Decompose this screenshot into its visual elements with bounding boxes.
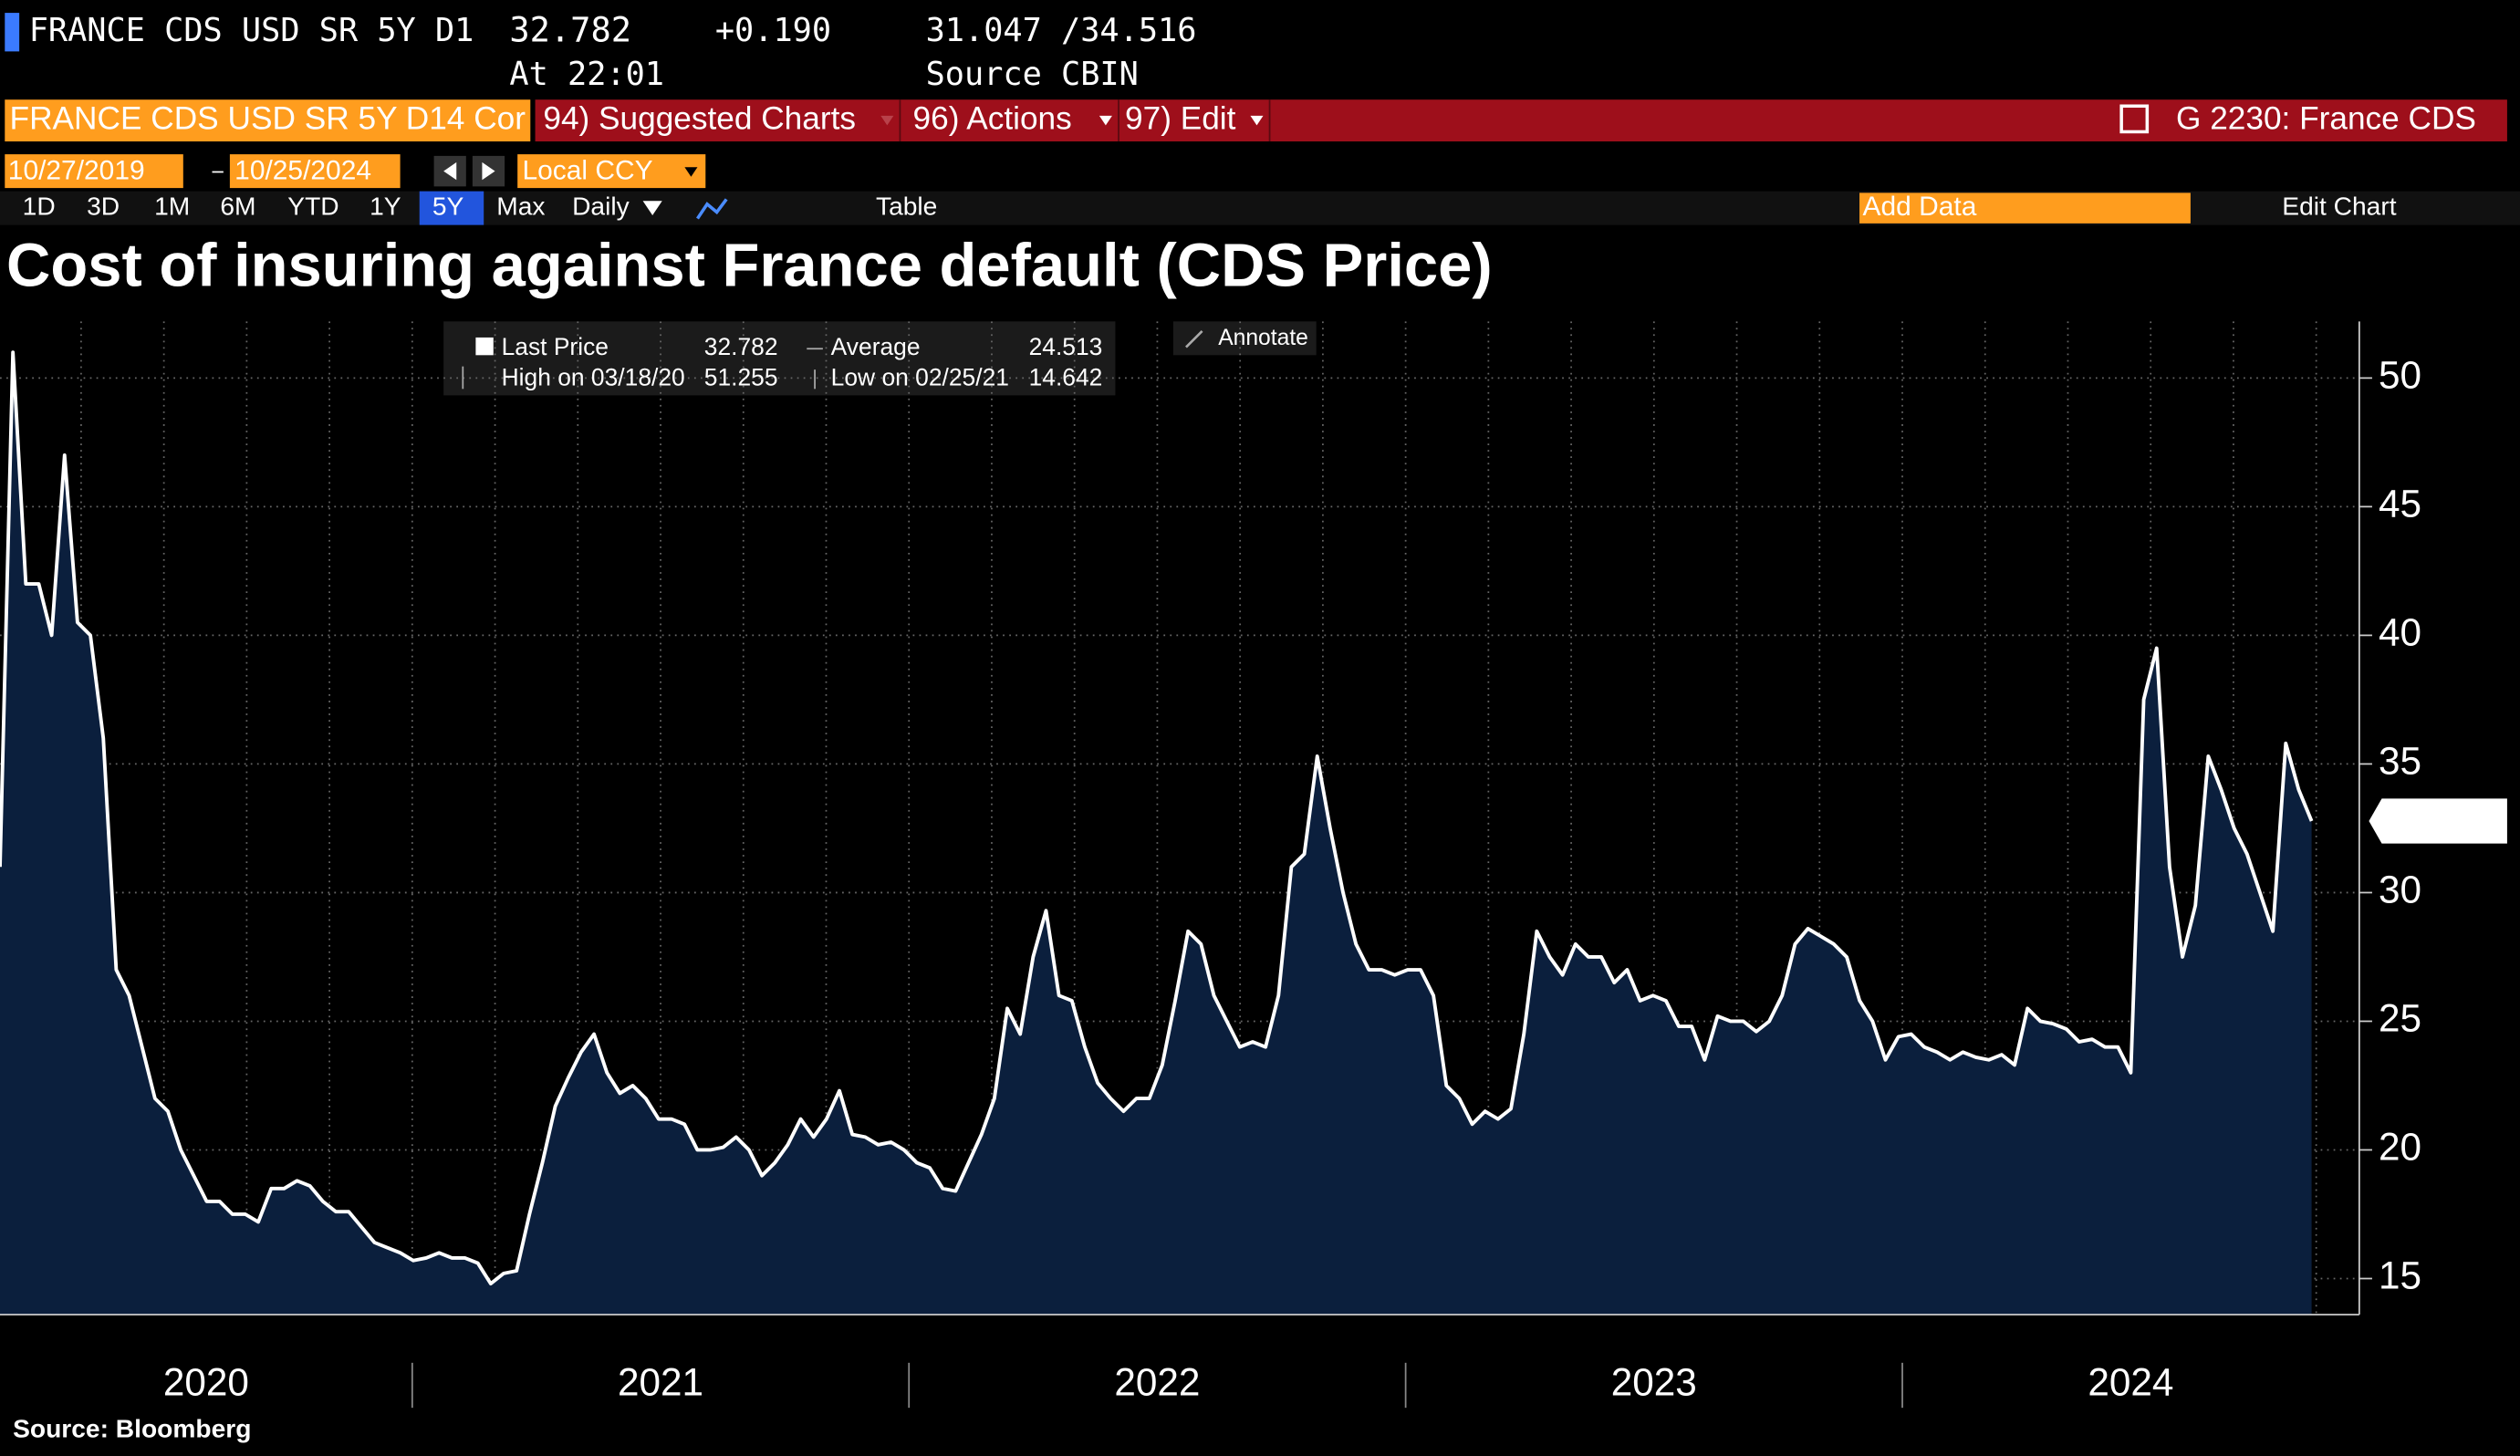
legend-value: 51.255 [704, 364, 778, 391]
y-tick-label: 25 [2379, 997, 2421, 1040]
add-data[interactable]: Add Data [1863, 192, 1977, 222]
chart-type-icon [696, 198, 728, 220]
period-button[interactable]: 6M [220, 192, 255, 221]
x-tick-label: 2023 [1611, 1361, 1697, 1404]
currency[interactable]: Local CCY [522, 155, 652, 185]
x-tick-label: 2022 [1114, 1361, 1200, 1404]
legend-value: 14.642 [1029, 364, 1103, 391]
last-value-tag [2369, 798, 2507, 844]
line [0, 350, 2314, 1286]
legend-label: Low on 02/25/21 [831, 364, 1009, 391]
period-button[interactable]: YTD [287, 192, 338, 221]
security[interactable]: FRANCE CDS USD SR 5Y D14 Cor [10, 100, 526, 136]
source: Source: Bloomberg [13, 1413, 251, 1442]
currency-box[interactable] [517, 154, 706, 189]
last-value-label: 32.782 [2382, 797, 2495, 839]
security-box[interactable] [5, 99, 531, 142]
time: At 22:01 [509, 56, 664, 93]
legend-value: 24.513 [1029, 333, 1103, 360]
period-button[interactable]: 1Y [370, 192, 401, 221]
menu-item[interactable]: 94) Suggested Charts [543, 100, 856, 136]
plot [0, 321, 2372, 1409]
menu-item[interactable]: 97) Edit [1125, 100, 1236, 136]
dropdown-arrow [880, 115, 894, 126]
prev-icon [443, 161, 457, 181]
period-button[interactable]: 5Y [432, 192, 464, 221]
legend-label: Average [831, 333, 921, 360]
x-tick-label: 2024 [2088, 1361, 2173, 1404]
y-tick-label: 50 [2379, 354, 2421, 397]
range: 31.047 /34.516 [926, 12, 1197, 49]
dropdown-arrow [684, 167, 698, 177]
chart-title: Cost of insuring against France default … [6, 232, 1493, 300]
y-tick-label: 15 [2379, 1254, 2421, 1297]
x-tick-label: 2020 [163, 1361, 249, 1404]
page-icon [2119, 104, 2150, 134]
period-button[interactable]: 1D [23, 192, 56, 221]
page-title[interactable]: G 2230: France CDS [2176, 100, 2476, 136]
next-icon [482, 161, 495, 181]
start-date[interactable]: 10/27/2019 [8, 155, 145, 185]
y-tick-label: 30 [2379, 868, 2421, 911]
edit-chart[interactable]: Edit Chart [2282, 192, 2396, 221]
legend-swatch [475, 337, 494, 356]
legend-box [443, 321, 1116, 396]
y-tick-label: 20 [2379, 1126, 2421, 1169]
table-button[interactable]: Table [876, 192, 937, 221]
y-tick-label: 35 [2379, 740, 2421, 783]
legend-label: High on 03/18/20 [502, 364, 685, 391]
period-button[interactable]: 1M [154, 192, 190, 221]
legend-value: 32.782 [704, 333, 778, 360]
source: Source CBIN [926, 56, 1139, 93]
annotate-box[interactable] [1172, 321, 1317, 356]
frequency[interactable]: Daily [572, 192, 630, 221]
annotate-icon [1185, 329, 1203, 348]
end-date-box[interactable] [229, 154, 401, 189]
dropdown-arrow [1099, 115, 1112, 126]
menu-bar [535, 99, 2507, 142]
x-tick-label: 2021 [618, 1361, 703, 1404]
y-tick-label: 40 [2379, 611, 2421, 654]
start-date-box[interactable] [5, 154, 183, 189]
period-button[interactable]: 3D [87, 192, 120, 221]
area [0, 352, 2312, 1315]
change: +0.190 [715, 12, 831, 49]
ticker: FRANCE CDS USD SR 5Y D1 [29, 12, 474, 49]
annotate[interactable]: Annotate [1218, 326, 1308, 350]
period-active [419, 191, 484, 225]
dropdown-arrow [642, 201, 662, 216]
period-button[interactable]: Max [496, 192, 545, 221]
add-data-box[interactable] [1859, 192, 2191, 224]
menu-item[interactable]: 96) Actions [913, 100, 1072, 136]
ticker-marker [5, 13, 20, 52]
y-tick-label: 45 [2379, 483, 2421, 525]
legend-label: Last Price [502, 333, 609, 360]
price: 32.782 [509, 11, 631, 50]
end-date[interactable]: 10/25/2024 [234, 155, 371, 185]
dropdown-arrow [1250, 115, 1264, 126]
